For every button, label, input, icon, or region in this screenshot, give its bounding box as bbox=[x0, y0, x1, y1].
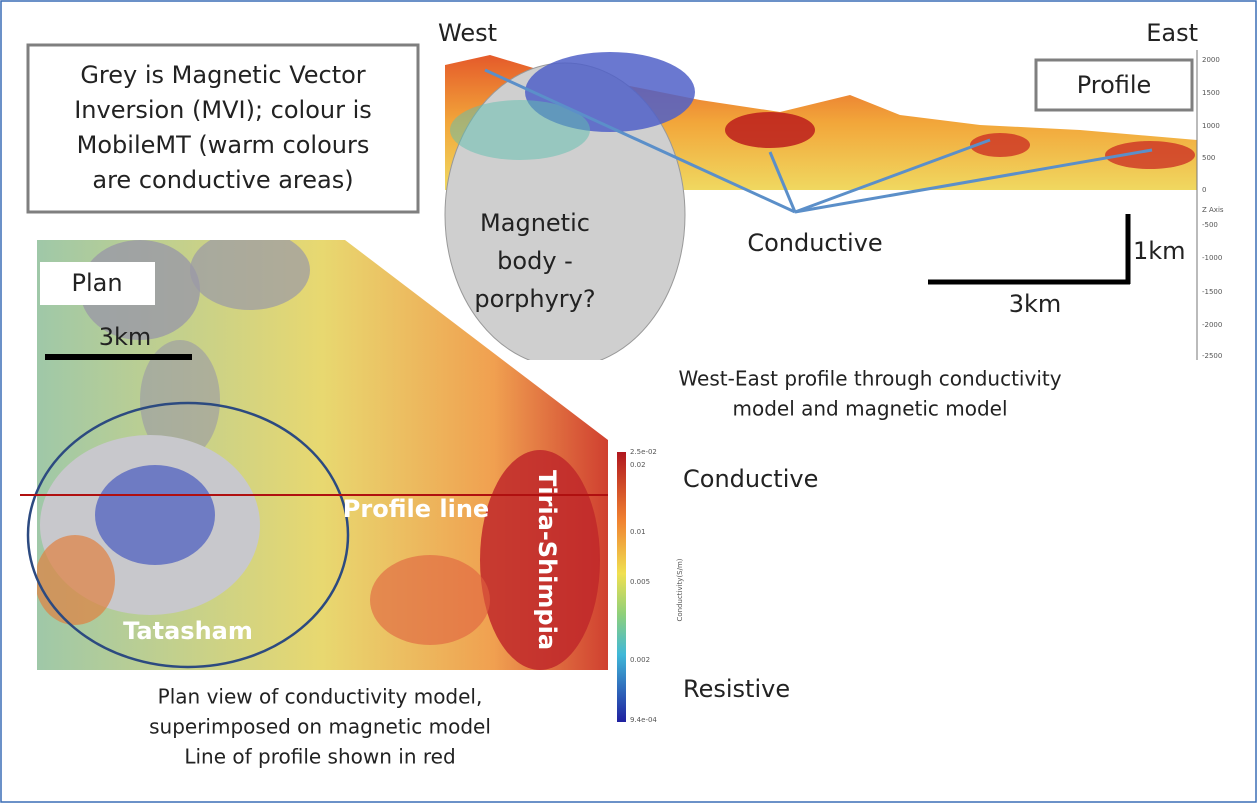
axis-tick: Z Axis bbox=[1202, 206, 1224, 214]
area-outline bbox=[26, 401, 350, 669]
note-line: are conductive areas) bbox=[92, 166, 353, 194]
plan-image bbox=[37, 240, 608, 670]
note-box bbox=[26, 43, 420, 214]
note-line: Grey is Magnetic Vector bbox=[80, 61, 365, 89]
resistive-label: Resistive bbox=[683, 675, 790, 703]
axis-tick: 0 bbox=[1202, 186, 1206, 194]
plan-box bbox=[40, 262, 155, 305]
colorbar-tick: 9.4e-04 bbox=[630, 716, 657, 724]
axis-tick: -1000 bbox=[1202, 254, 1222, 262]
east-label: East bbox=[1146, 19, 1198, 47]
profile-box bbox=[1034, 58, 1194, 112]
colorbar-tick: 0.005 bbox=[630, 578, 650, 586]
axis-tick: 1000 bbox=[1202, 122, 1220, 130]
plan-caption: superimposed on magnetic model bbox=[149, 715, 491, 739]
note-line: Inversion (MVI); colour is bbox=[74, 96, 372, 124]
vertical-scale: 1km bbox=[1133, 237, 1186, 265]
colorbar-tick: 2.5e-02 bbox=[630, 448, 657, 456]
profile-caption: model and magnetic model bbox=[732, 397, 1007, 421]
profile-line-label: Profile line bbox=[343, 495, 489, 523]
axis-tick: -2500 bbox=[1202, 352, 1222, 360]
tatasham-label: Tatasham bbox=[123, 617, 253, 645]
colorbar-tick: 0.002 bbox=[630, 656, 650, 664]
note-line: MobileMT (warm colours bbox=[77, 131, 370, 159]
axis-tick: 1500 bbox=[1202, 89, 1220, 97]
axis-tick: -500 bbox=[1202, 221, 1218, 229]
profile-image bbox=[443, 45, 1197, 360]
tiria-label: Tiria-Shimpia bbox=[533, 470, 561, 650]
colorbar-title: Conductivity(S/m) bbox=[676, 558, 684, 621]
plan-caption: Plan view of conductivity model, bbox=[158, 685, 483, 709]
arrows bbox=[484, 68, 1153, 214]
west-label: West bbox=[438, 19, 497, 47]
magnetic-body-label: porphyry? bbox=[474, 285, 595, 313]
profile-caption: West-East profile through conductivity bbox=[678, 367, 1061, 391]
axis-tick: -1500 bbox=[1202, 288, 1222, 296]
colorbar bbox=[617, 452, 626, 722]
magnetic-body-label: body - bbox=[497, 247, 573, 275]
plan-caption: Line of profile shown in red bbox=[184, 745, 455, 769]
conductive-label: Conductive bbox=[683, 465, 818, 493]
plan-scale: 3km bbox=[99, 323, 152, 351]
axis-tick: 500 bbox=[1202, 154, 1215, 162]
plan-label: Plan bbox=[71, 269, 122, 297]
profile-label: Profile bbox=[1077, 71, 1152, 99]
colorbar-tick: 0.01 bbox=[630, 528, 646, 536]
axis-tick: 2000 bbox=[1202, 56, 1220, 64]
horizontal-scale: 3km bbox=[1009, 290, 1062, 318]
conductive-label: Conductive bbox=[747, 229, 882, 257]
colorbar-tick: 0.02 bbox=[630, 461, 646, 469]
magnetic-body-label: Magnetic bbox=[480, 209, 590, 237]
axis-tick: -2000 bbox=[1202, 321, 1222, 329]
